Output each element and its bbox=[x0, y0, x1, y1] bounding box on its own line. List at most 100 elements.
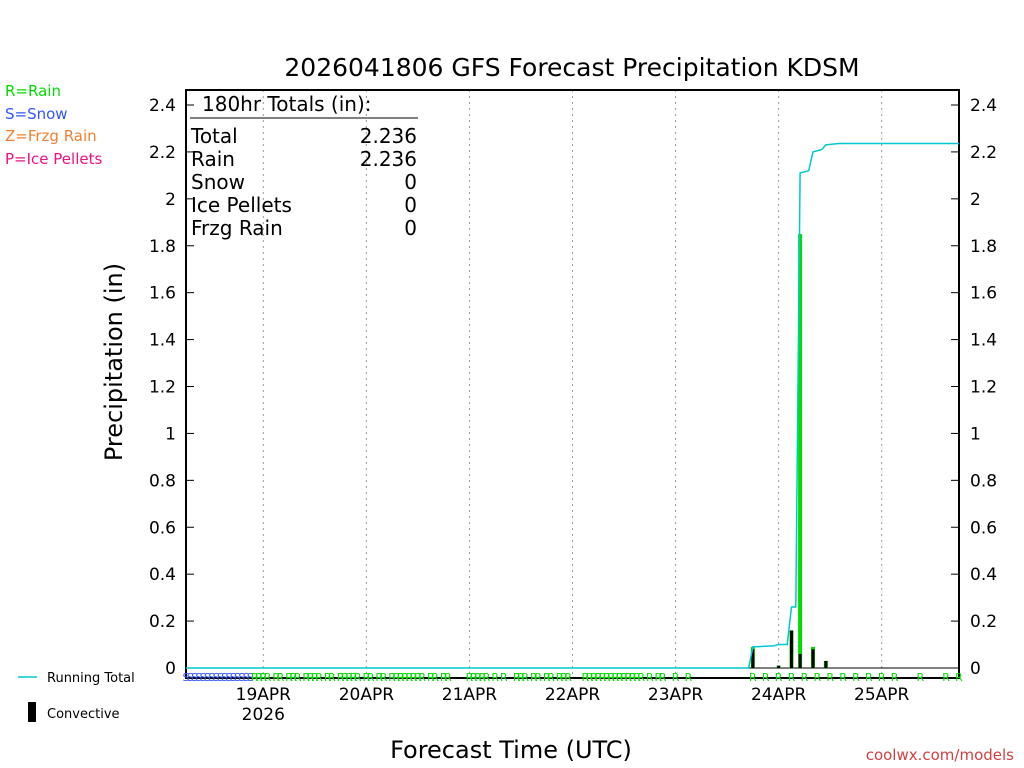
ptype-mark-r: R bbox=[624, 671, 632, 684]
ptype-mark-s: S bbox=[243, 671, 250, 684]
ptype-mark-r: R bbox=[264, 671, 272, 684]
ptype-mark-r: R bbox=[315, 671, 323, 684]
chart-title: 2026041806 GFS Forecast Precipitation KD… bbox=[284, 53, 859, 82]
ptype-mark-s: S bbox=[217, 671, 224, 684]
ptype-mark-r: R bbox=[762, 671, 770, 684]
ptype-mark-r: R bbox=[272, 671, 280, 684]
ptype-mark-s: S bbox=[247, 671, 254, 684]
ptype-mark-s: S bbox=[213, 671, 220, 684]
legend-convective: Convective bbox=[47, 707, 120, 722]
ptype-mark-r: R bbox=[474, 671, 482, 684]
totals-value-total: 2.236 bbox=[360, 124, 417, 148]
ptype-mark-r: R bbox=[865, 671, 873, 684]
ptype-mark-r: R bbox=[363, 671, 371, 684]
ptype-mark-s: S bbox=[191, 671, 198, 684]
ptype-mark-r: R bbox=[328, 671, 336, 684]
y-tick-label-left: 0.4 bbox=[149, 565, 176, 585]
ptype-mark-s: S bbox=[195, 671, 202, 684]
ptype-mark-r: R bbox=[612, 671, 620, 684]
ptype-mark-r: R bbox=[530, 671, 538, 684]
y-tick-label-left: 0 bbox=[165, 659, 176, 679]
x-tick-label: 22APR bbox=[545, 685, 601, 705]
ptype-mark-s: S bbox=[200, 671, 207, 684]
y-tick-label-right: 2.4 bbox=[970, 96, 997, 116]
ptype-mark-r: R bbox=[277, 671, 285, 684]
ptype-mark-r: R bbox=[290, 671, 298, 684]
ptype-mark-r: R bbox=[620, 671, 628, 684]
ptype-mark-r: R bbox=[917, 671, 925, 684]
ptype-mark-s: S bbox=[238, 671, 245, 684]
ptype-mark-r: R bbox=[556, 671, 564, 684]
ptype-mark-r: R bbox=[521, 671, 529, 684]
ptype-mark-r: R bbox=[586, 671, 594, 684]
totals-label-rain: Rain bbox=[191, 147, 235, 171]
precip-bar bbox=[798, 234, 803, 669]
precip-type-legend: R=Rain S=Snow Z=Frzg Rain P=Ice Pellets bbox=[5, 82, 102, 168]
ptype-mark-r: R bbox=[367, 671, 375, 684]
y-tick-label-right: 1.8 bbox=[970, 237, 997, 257]
y-tick-label-right: 0 bbox=[970, 659, 981, 679]
ptype-mark-r: R bbox=[891, 671, 899, 684]
ptype-mark-s: S bbox=[204, 671, 211, 684]
ptype-mark-r: R bbox=[826, 671, 834, 684]
ptype-mark-r: R bbox=[337, 671, 345, 684]
convective-bar bbox=[790, 630, 794, 668]
convective-bar bbox=[798, 653, 802, 668]
ptype-mark-r: R bbox=[255, 671, 263, 684]
ptype-mark-r: R bbox=[813, 671, 821, 684]
x-tick-sublabel: 2026 bbox=[242, 705, 285, 725]
y-tick-label-left: 0.8 bbox=[149, 471, 176, 491]
ptype-mark-r: R bbox=[564, 671, 572, 684]
legend-freezing-rain: Z=Frzg Rain bbox=[5, 127, 97, 145]
totals-label-total: Total bbox=[190, 124, 238, 148]
x-tick-label: 25APR bbox=[854, 685, 910, 705]
totals-value-frzg-rain: 0 bbox=[404, 216, 417, 240]
ptype-mark-r: R bbox=[637, 671, 645, 684]
grid-lines bbox=[262, 90, 883, 678]
ptype-mark-s: S bbox=[225, 671, 232, 684]
ptype-mark-s: S bbox=[187, 671, 194, 684]
ptype-mark-r: R bbox=[852, 671, 860, 684]
ptype-mark-r: R bbox=[590, 671, 598, 684]
totals-value-ice-pellets: 0 bbox=[404, 193, 417, 217]
ptype-mark-s: S bbox=[221, 671, 228, 684]
convective-bar bbox=[811, 649, 815, 668]
ptype-mark-r: R bbox=[646, 671, 654, 684]
ptype-mark-r: R bbox=[607, 671, 615, 684]
ptype-mark-s: S bbox=[183, 671, 190, 684]
ptype-mark-s: S bbox=[234, 671, 241, 684]
y-tick-label-left: 1.8 bbox=[149, 237, 176, 257]
ptype-mark-r: R bbox=[629, 671, 637, 684]
ptype-mark-r: R bbox=[388, 671, 396, 684]
y-tick-label-right: 0.6 bbox=[970, 518, 997, 538]
ptype-mark-r: R bbox=[259, 671, 267, 684]
ptype-mark-r: R bbox=[801, 671, 809, 684]
ptype-mark-r: R bbox=[547, 671, 555, 684]
site-credit: coolwx.com/models bbox=[866, 746, 1014, 764]
ptype-mark-r: R bbox=[341, 671, 349, 684]
convective-bar bbox=[751, 649, 755, 668]
convective-bar bbox=[777, 665, 781, 668]
y-tick-label-left: 1.6 bbox=[149, 284, 176, 304]
ptype-mark-r: R bbox=[491, 671, 499, 684]
ptype-mark-r: R bbox=[307, 671, 315, 684]
ptype-mark-r: R bbox=[500, 671, 508, 684]
ptype-mark-r: R bbox=[466, 671, 474, 684]
totals-heading: 180hr Totals (in): bbox=[202, 92, 372, 116]
ptype-mark-r: R bbox=[616, 671, 624, 684]
y-tick-label-right: 1.6 bbox=[970, 284, 997, 304]
y-tick-label-right: 1 bbox=[970, 424, 981, 444]
y-tick-label-right: 0.2 bbox=[970, 612, 997, 632]
ptype-mark-r: R bbox=[470, 671, 478, 684]
ptype-mark-r: R bbox=[405, 671, 413, 684]
y-tick-label-left: 2.4 bbox=[149, 96, 176, 116]
ptype-mark-r: R bbox=[440, 671, 448, 684]
y-tick-label-left: 1.2 bbox=[149, 378, 176, 398]
y-tick-label-right: 2.2 bbox=[970, 143, 997, 163]
ptype-mark-r: R bbox=[594, 671, 602, 684]
ptype-mark-r: R bbox=[350, 671, 358, 684]
ptype-mark-r: R bbox=[410, 671, 418, 684]
precip-bars bbox=[750, 234, 828, 669]
